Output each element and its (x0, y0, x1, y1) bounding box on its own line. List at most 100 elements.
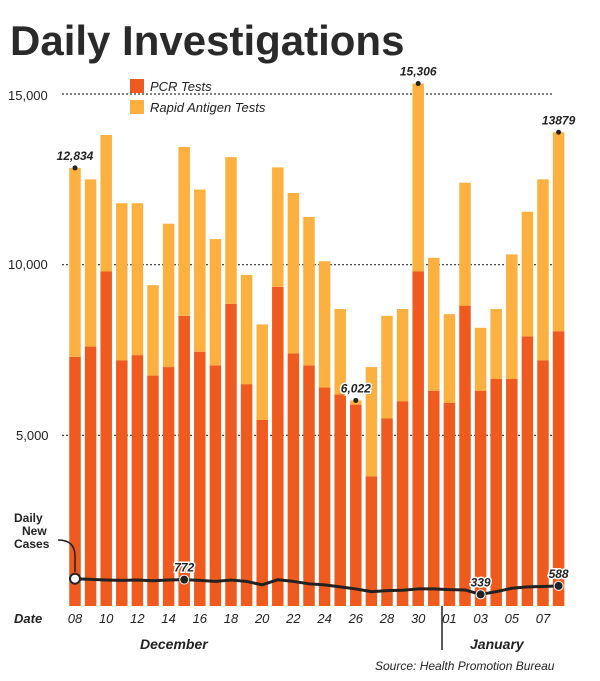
bar-pcr-23 (428, 390, 440, 606)
month-label-january: January (470, 636, 525, 652)
bar-rat-17 (334, 309, 346, 395)
bar-pcr-26 (474, 390, 487, 606)
annotation-cases-31: 588 (549, 567, 569, 581)
annotation-total-0: 12,834 (57, 149, 94, 163)
x-tick-label-07: 07 (536, 611, 551, 626)
bar-pcr-7 (178, 315, 190, 606)
annotation-cases-26: 339 (471, 575, 491, 589)
cases-point-7 (179, 574, 190, 585)
bar-pcr-30 (537, 360, 549, 606)
bar-rat-0 (69, 167, 81, 357)
annotation-cases-7: 772 (174, 561, 194, 575)
annotation-total-31: 13879 (542, 113, 576, 127)
labels-layer: 12,834 6,022 15,306 13879 772 339 588 08 10 12 14 1… (55, 63, 577, 626)
bar-rat-19 (365, 367, 378, 477)
bar-rat-6 (162, 223, 175, 368)
x-tick-label-16: 16 (193, 611, 208, 626)
bar-rat-27 (490, 309, 502, 380)
total-point-18 (353, 397, 359, 403)
total-point-22 (415, 81, 421, 87)
x-tick-label-18: 18 (224, 611, 239, 626)
x-tick-label-03: 03 (473, 611, 488, 626)
bar-pcr-2 (100, 271, 112, 606)
bar-pcr-14 (287, 353, 300, 606)
total-point-0 (72, 165, 78, 171)
bar-rat-24 (443, 314, 456, 403)
cases-label-line2: New (22, 524, 47, 538)
bar-pcr-27 (490, 379, 502, 606)
cases-point-31 (553, 580, 564, 591)
bar-rat-20 (381, 315, 393, 419)
bar-rat-3 (116, 203, 128, 361)
legend-label-pcr: PCR Tests (150, 79, 212, 94)
bar-pcr-21 (396, 401, 409, 606)
bar-pcr-13 (272, 286, 284, 606)
x-tick-label-10: 10 (99, 611, 114, 626)
x-tick-label-22: 22 (285, 611, 301, 626)
bar-rat-16 (318, 261, 331, 388)
bar-rat-5 (147, 285, 159, 376)
bar-rat-14 (287, 192, 300, 354)
legend-swatch-pcr (130, 79, 144, 93)
bar-pcr-4 (131, 355, 144, 606)
bar-rat-9 (209, 239, 222, 366)
bar-rat-7 (178, 146, 190, 316)
bar-pcr-18 (350, 404, 362, 606)
bar-rat-30 (537, 179, 549, 361)
bar-rat-28 (506, 254, 518, 380)
bar-pcr-28 (506, 379, 518, 606)
x-tick-label-08: 08 (68, 611, 83, 626)
x-tick-label-30: 30 (411, 611, 426, 626)
bar-pcr-9 (209, 365, 222, 606)
cases-label-line3: Cases (14, 537, 50, 551)
annotation-total-18: 6,022 (341, 381, 371, 395)
legend-swatch-rat (130, 100, 144, 114)
bar-pcr-15 (303, 365, 315, 606)
cases-point-0 (69, 572, 81, 585)
source-note: Source: Health Promotion Bureau (375, 659, 555, 673)
bar-rat-21 (396, 309, 409, 402)
x-tick-label-26: 26 (348, 611, 364, 626)
bar-pcr-3 (116, 360, 128, 606)
bar-pcr-24 (443, 402, 456, 606)
bar-pcr-12 (256, 419, 268, 606)
x-tick-label-14: 14 (161, 611, 175, 626)
bar-rat-22 (412, 83, 424, 272)
bar-pcr-31 (552, 331, 565, 606)
bar-pcr-10 (225, 303, 237, 606)
bar-pcr-19 (365, 476, 378, 606)
bar-pcr-16 (318, 387, 331, 606)
bar-rat-10 (225, 157, 237, 304)
bar-rat-29 (521, 211, 534, 337)
x-tick-label-24: 24 (316, 611, 331, 626)
x-tick-label-28: 28 (379, 611, 395, 626)
bar-rat-25 (459, 182, 471, 306)
bar-rat-31 (552, 132, 565, 332)
bar-pcr-5 (147, 375, 159, 606)
cases-label-line1: Daily (14, 511, 43, 525)
cases-point-26 (475, 589, 486, 600)
y-tick-label-10000: 10,000 (8, 257, 48, 272)
x-tick-label-01: 01 (442, 611, 456, 626)
bar-rat-26 (474, 327, 487, 391)
bar-rat-23 (428, 257, 440, 391)
bar-rat-2 (100, 134, 112, 272)
bar-pcr-29 (521, 336, 534, 606)
bar-pcr-11 (240, 384, 253, 606)
bar-rat-12 (256, 324, 268, 420)
bar-pcr-0 (69, 356, 81, 606)
x-tick-label-12: 12 (130, 611, 145, 626)
bar-pcr-1 (84, 346, 97, 606)
month-label-december: December (140, 636, 209, 652)
y-tick-label-5000: 5,000 (16, 428, 49, 443)
bars-layer (69, 83, 565, 606)
bar-pcr-17 (334, 394, 346, 606)
cases-label-connector (57, 539, 76, 572)
bar-pcr-25 (459, 305, 471, 606)
chart-title: Daily Investigations (10, 17, 404, 64)
bar-pcr-6 (162, 367, 175, 606)
bar-pcr-20 (381, 418, 393, 606)
bar-rat-8 (194, 189, 206, 352)
bar-rat-13 (272, 167, 284, 287)
